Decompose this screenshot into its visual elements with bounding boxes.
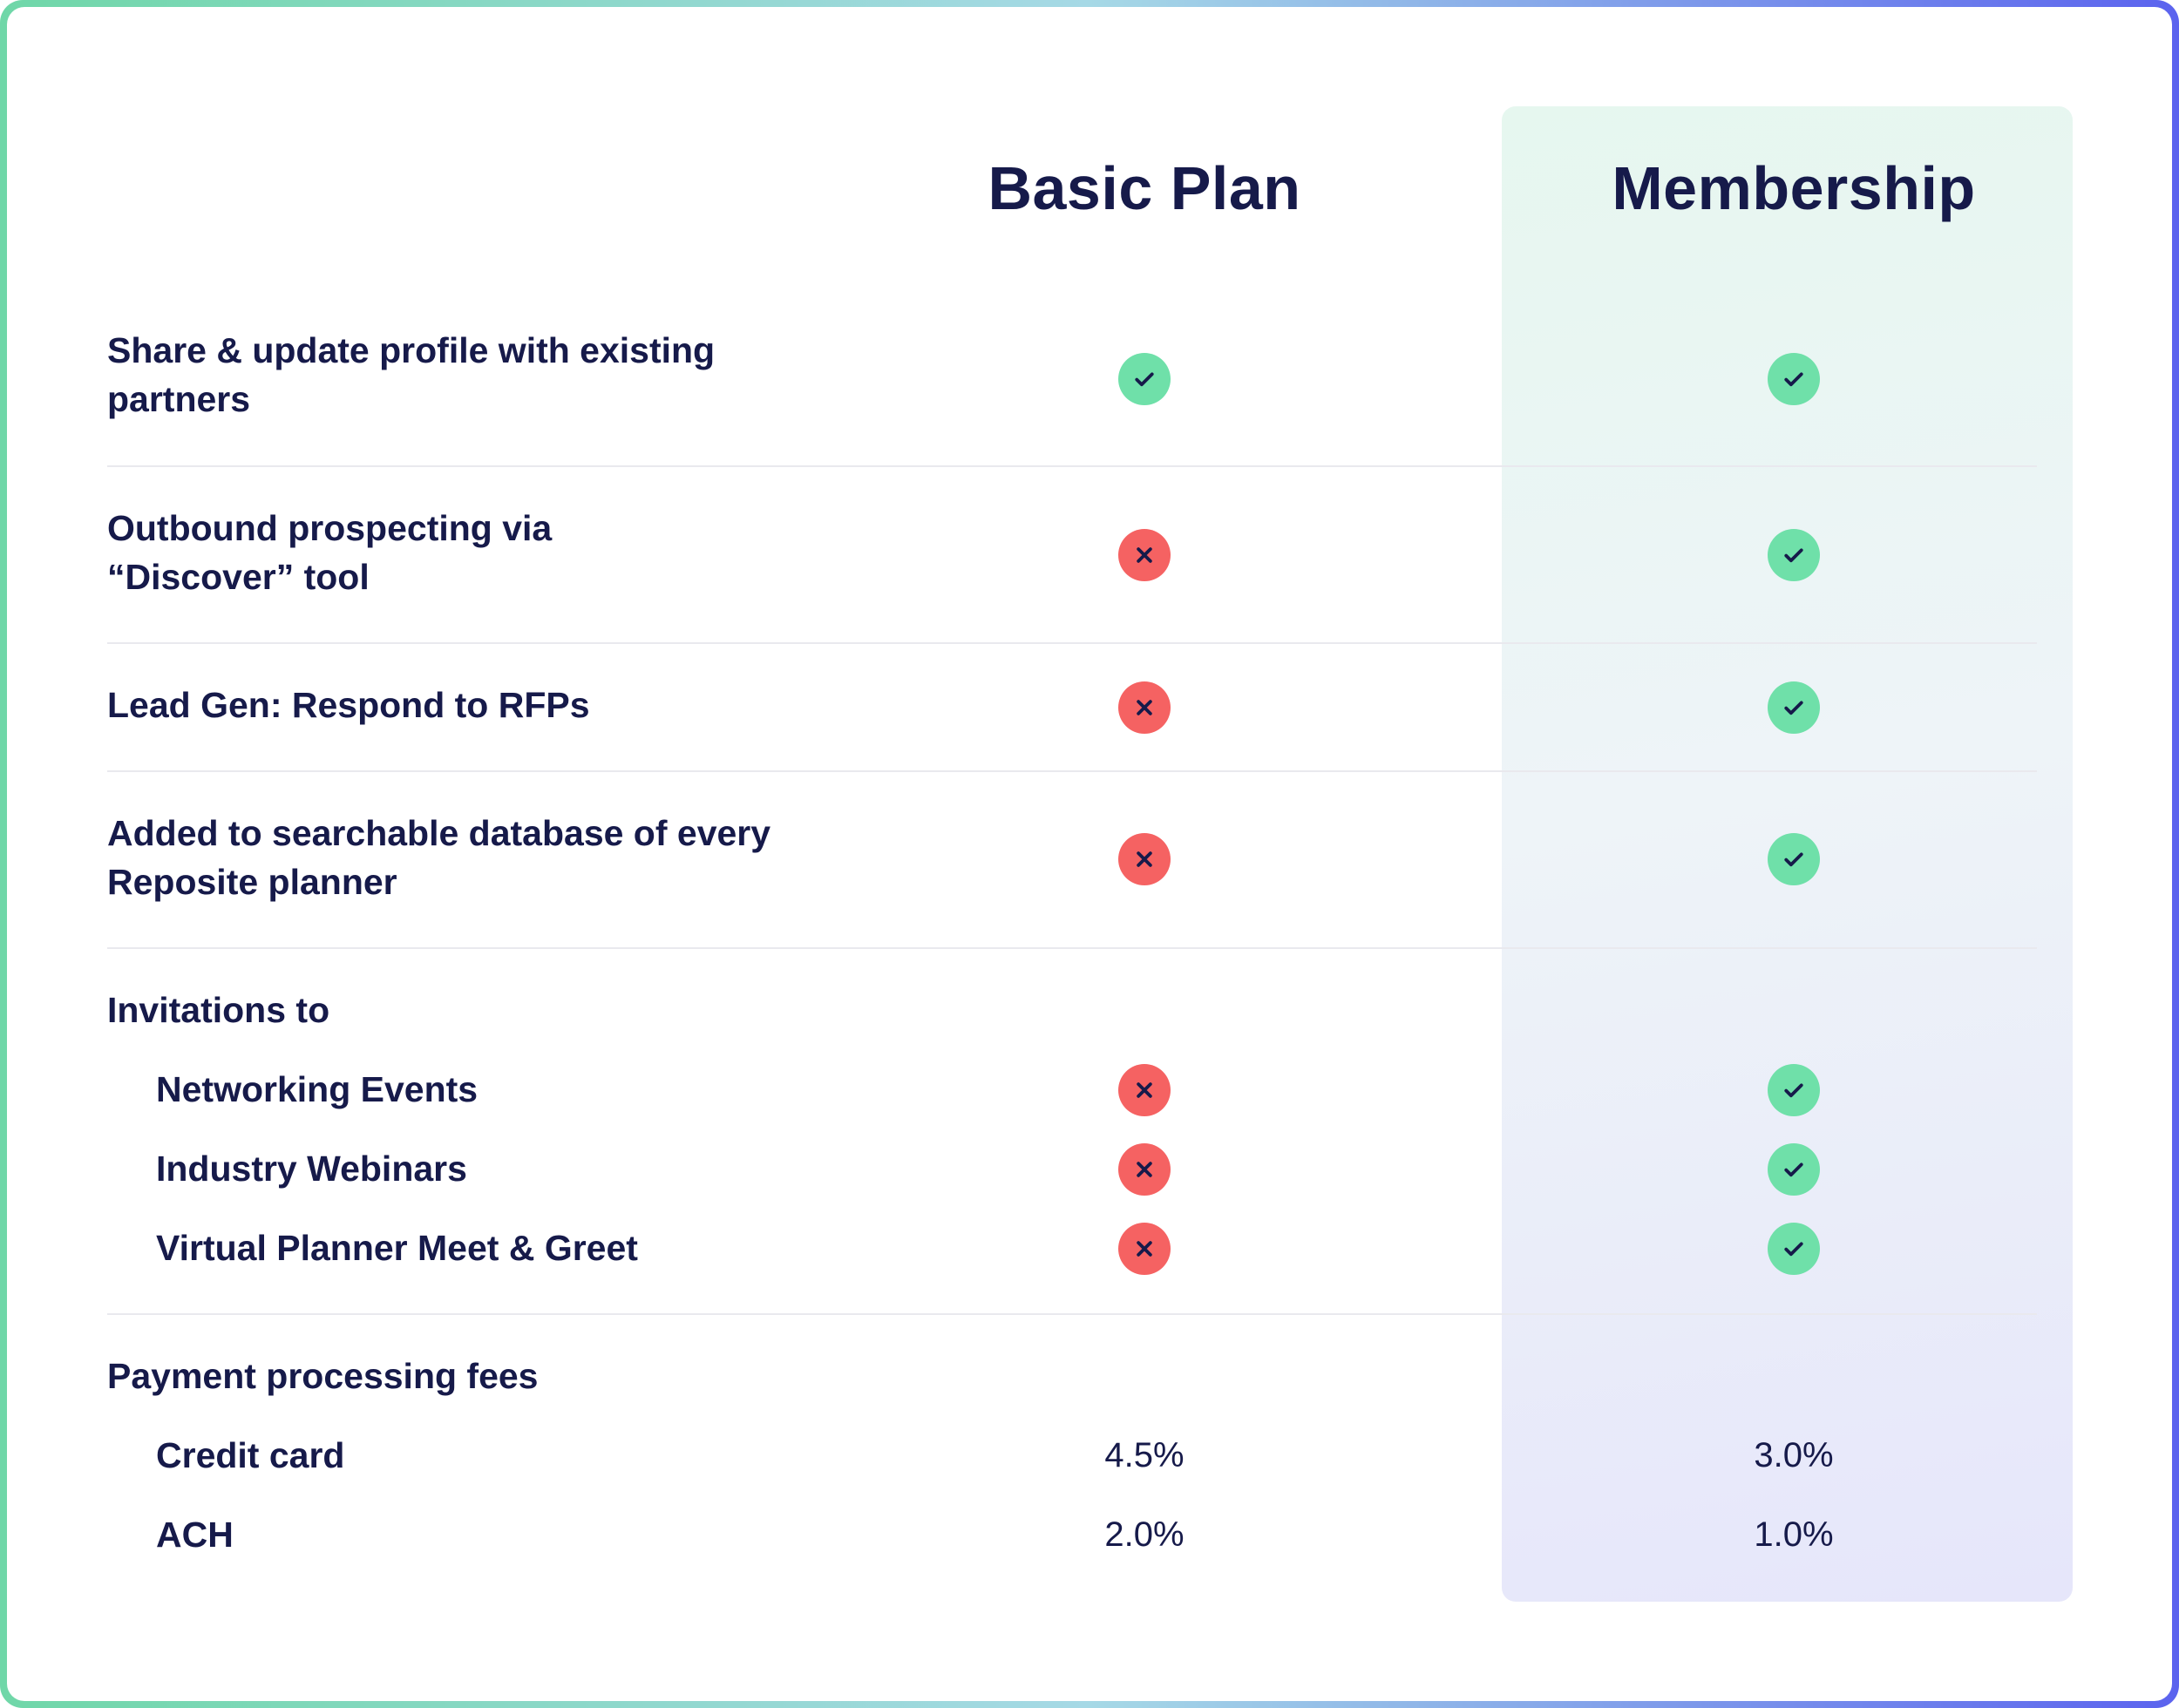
feature-label: Added to searchable database of every Re… bbox=[107, 813, 771, 902]
check-icon bbox=[1768, 833, 1820, 885]
row-divider bbox=[107, 642, 2037, 644]
check-icon bbox=[1768, 1064, 1820, 1116]
feature-label: Outbound prospecting via “Discover” tool bbox=[107, 508, 553, 597]
cross-icon bbox=[1118, 833, 1171, 885]
row-divider bbox=[107, 947, 2037, 949]
invitation-label: Virtual Planner Meet & Greet bbox=[156, 1228, 638, 1268]
fee-value-basic: 2.0% bbox=[1104, 1515, 1185, 1554]
check-icon bbox=[1768, 681, 1820, 734]
cross-icon bbox=[1118, 1064, 1171, 1116]
fee-label: ACH bbox=[156, 1515, 234, 1555]
fee-value-membership: 1.0% bbox=[1754, 1515, 1834, 1554]
check-icon bbox=[1768, 1143, 1820, 1196]
comparison-card: Basic Plan Membership Share & update pro… bbox=[7, 7, 2172, 1701]
invitations-heading: Invitations to bbox=[107, 990, 330, 1030]
fee-value-membership: 3.0% bbox=[1754, 1436, 1834, 1474]
membership-title: Membership bbox=[1612, 154, 1976, 222]
fee-value-basic: 4.5% bbox=[1104, 1436, 1185, 1474]
check-icon bbox=[1118, 353, 1171, 405]
invitation-label: Networking Events bbox=[156, 1069, 479, 1109]
cross-icon bbox=[1118, 681, 1171, 734]
fees-heading: Payment processing fees bbox=[107, 1356, 539, 1396]
check-icon bbox=[1768, 353, 1820, 405]
check-icon bbox=[1768, 1223, 1820, 1275]
feature-label: Share & update profile with existing par… bbox=[107, 330, 716, 419]
basic-plan-title: Basic Plan bbox=[988, 154, 1301, 222]
row-divider bbox=[107, 1313, 2037, 1315]
fee-label: Credit card bbox=[156, 1435, 345, 1475]
check-icon bbox=[1768, 529, 1820, 581]
cross-icon bbox=[1118, 1143, 1171, 1196]
cross-icon bbox=[1118, 1223, 1171, 1275]
cross-icon bbox=[1118, 529, 1171, 581]
row-divider bbox=[107, 465, 2037, 467]
feature-label: Lead Gen: Respond to RFPs bbox=[107, 685, 590, 725]
row-divider bbox=[107, 770, 2037, 772]
invitation-label: Industry Webinars bbox=[156, 1149, 467, 1189]
